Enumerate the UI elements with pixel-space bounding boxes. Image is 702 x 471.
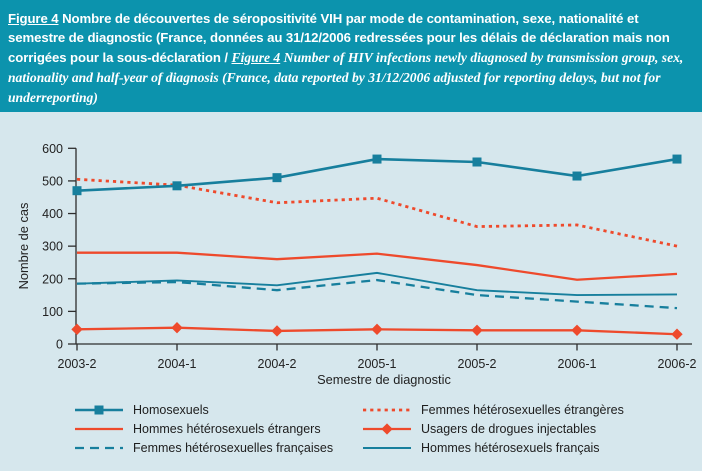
- legend-label-hommes-heterosexuels-etrangers: Hommes hétérosexuels étrangers: [133, 422, 321, 436]
- marker-square-homosexuels: [72, 186, 82, 196]
- legend-swatch-femmes-heterosexuelles-francaises-icon: [75, 446, 123, 450]
- y-tick-label: 600: [42, 142, 63, 156]
- x-tick-label: 2006-1: [558, 357, 597, 371]
- legend-label-hommes-heterosexuels-francais: Hommes hétérosexuels français: [421, 441, 600, 455]
- x-axis-title: Semestre de diagnostic: [317, 372, 451, 387]
- marker-diamond-usagers-drogues-injectables: [71, 323, 83, 335]
- legend-label-femmes-heterosexuelles-francaises: Femmes hétérosexuelles françaises: [133, 441, 334, 455]
- legend-item-femmes-heterosexuelles-etrangeres: Femmes hétérosexuelles étrangères: [363, 403, 624, 417]
- y-tick-label: 400: [42, 207, 63, 221]
- legend-column-1: Homosexuels Hommes hétérosexuels étranger…: [75, 403, 363, 455]
- legend-label-homosexuels: Homosexuels: [133, 403, 209, 417]
- series-line-hommes-heterosexuels-francais: [76, 271, 678, 297]
- y-tick-label: 300: [42, 240, 63, 254]
- x-tick-label: 2006-2: [658, 357, 697, 371]
- legend-item-homosexuels: Homosexuels: [75, 403, 363, 417]
- marker-diamond-usagers-drogues-injectables: [271, 325, 283, 337]
- y-tick-label: 100: [42, 305, 63, 319]
- legend-label-femmes-heterosexuelles-etrangeres: Femmes hétérosexuelles étrangères: [421, 403, 624, 417]
- legend-column-2: Femmes hétérosexuelles étrangères Usagers…: [363, 403, 624, 455]
- x-tick-label: 2003-2: [58, 357, 97, 371]
- marker-diamond-usagers-drogues-injectables: [371, 323, 383, 335]
- figure-caption-text: Figure 4 Nombre de découvertes de séropo…: [8, 9, 694, 108]
- y-axis-title: Nombre de cas: [16, 202, 31, 290]
- marker-diamond-usagers-drogues-injectables: [571, 324, 583, 336]
- legend-item-femmes-heterosexuelles-francaises: Femmes hétérosexuelles françaises: [75, 441, 363, 455]
- legend-swatch-femmes-heterosexuelles-etrangeres-icon: [363, 408, 411, 412]
- y-tick-label: 0: [56, 338, 63, 352]
- line-chart: 0 100 200 300 400 500 600 2003-2 2004-1 2004-2 200…: [42, 142, 697, 371]
- chart-legend: Homosexuels Hommes hétérosexuels étranger…: [75, 403, 624, 455]
- legend-swatch-hommes-heterosexuels-etrangers-icon: [75, 427, 123, 431]
- figure-caption: Figure 4 Nombre de découvertes de séropo…: [0, 0, 702, 112]
- marker-diamond-usagers-drogues-injectables: [171, 322, 183, 334]
- y-tick-label: 500: [42, 174, 63, 188]
- marker-diamond-usagers-drogues-injectables: [671, 328, 683, 340]
- figure-label-french: Figure 4: [8, 11, 59, 26]
- marker-square-homosexuels: [572, 171, 582, 181]
- marker-square-homosexuels: [172, 181, 182, 191]
- series-line-hommes-heterosexuels-etrangers: [77, 251, 678, 281]
- legend-label-usagers-drogues-injectables: Usagers de drogues injectables: [421, 422, 597, 436]
- legend-item-hommes-heterosexuels-francais: Hommes hétérosexuels français: [363, 441, 624, 455]
- series-line-femmes-heterosexuelles-francaises: [76, 278, 678, 310]
- series-line-femmes-heterosexuelles-etrangeres: [76, 177, 678, 248]
- legend-swatch-hommes-heterosexuels-francais-icon: [363, 447, 411, 449]
- marker-square-homosexuels: [372, 154, 382, 164]
- x-tick-label: 2005-2: [458, 357, 497, 371]
- legend-item-usagers-drogues-injectables: Usagers de drogues injectables: [363, 422, 624, 436]
- x-tick-label: 2004-1: [158, 357, 197, 371]
- marker-square-homosexuels: [472, 157, 482, 167]
- legend-item-hommes-heterosexuels-etrangers: Hommes hétérosexuels étrangers: [75, 422, 363, 436]
- series-line-homosexuels: [76, 157, 678, 193]
- legend-swatch-homosexuels-icon: [75, 405, 123, 415]
- figure-label-english: Figure 4: [231, 49, 281, 65]
- marker-square-homosexuels: [272, 173, 282, 183]
- marker-square-homosexuels: [672, 154, 682, 164]
- x-tick-label: 2005-1: [358, 357, 397, 371]
- caption-french: Nombre de découvertes de séropositivité …: [8, 11, 670, 65]
- marker-diamond-usagers-drogues-injectables: [471, 324, 483, 336]
- x-tick-label: 2004-2: [258, 357, 297, 371]
- legend-swatch-usagers-drogues-injectables-icon: [363, 423, 411, 435]
- y-tick-label: 200: [42, 272, 63, 286]
- caption-english: Number of HIV infections newly diagnosed…: [8, 49, 684, 105]
